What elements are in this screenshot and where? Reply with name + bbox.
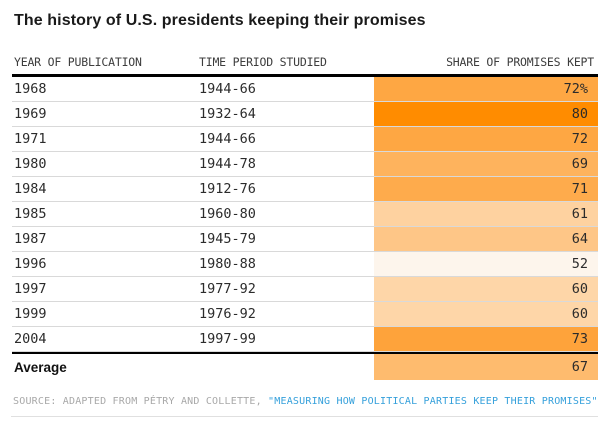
year-cell: 1968 (14, 81, 47, 97)
table-body: 1968 1944-66 72% 1969 1932-64 80 1971 1944-66 72… (12, 77, 598, 352)
table-row: 1999 1976-92 60 (12, 302, 598, 327)
share-cell: 73 (374, 327, 598, 351)
table-row: 2004 1997-99 73 (12, 327, 598, 352)
promises-table: YEAR OF PUBLICATION TIME PERIOD STUDIED … (12, 55, 598, 380)
table-row: 1968 1944-66 72% (12, 77, 598, 102)
source-link[interactable]: "MEASURING HOW POLITICAL PARTIES KEEP TH… (268, 396, 598, 407)
year-cell: 1980 (14, 156, 47, 172)
table-row: 1971 1944-66 72 (12, 127, 598, 152)
table-header: YEAR OF PUBLICATION TIME PERIOD STUDIED … (12, 55, 598, 77)
share-cell: 60 (374, 302, 598, 326)
period-cell: 1912-76 (199, 181, 256, 197)
year-cell: 1969 (14, 106, 47, 122)
year-cell: 2004 (14, 331, 47, 347)
table-row: 1984 1912-76 71 (12, 177, 598, 202)
year-cell: 1997 (14, 281, 47, 297)
table-row: 1980 1944-78 69 (12, 152, 598, 177)
page-title: The history of U.S. presidents keeping t… (14, 12, 426, 29)
period-cell: 1944-66 (199, 131, 256, 147)
year-cell: 1987 (14, 231, 47, 247)
share-cell: 69 (374, 152, 598, 176)
year-cell: 1985 (14, 206, 47, 222)
share-cell: 61 (374, 202, 598, 226)
period-cell: 1977-92 (199, 281, 256, 297)
share-cell: 72% (374, 77, 598, 101)
table-row: 1985 1960-80 61 (12, 202, 598, 227)
period-cell: 1932-64 (199, 106, 256, 122)
year-cell: 1999 (14, 306, 47, 322)
table-row: 1987 1945-79 64 (12, 227, 598, 252)
period-cell: 1980-88 (199, 256, 256, 272)
share-cell: 72 (374, 127, 598, 151)
share-cell: 52 (374, 252, 598, 276)
source-note: SOURCE: ADAPTED FROM PÉTRY AND COLLETTE,… (13, 396, 606, 407)
bottom-divider (11, 416, 598, 417)
share-cell: 71 (374, 177, 598, 201)
source-prefix: SOURCE: ADAPTED FROM PÉTRY AND COLLETTE, (13, 396, 269, 407)
average-row: Average 67 (12, 352, 598, 380)
table-row: 1969 1932-64 80 (12, 102, 598, 127)
year-cell: 1996 (14, 256, 47, 272)
column-header-share: SHARE OF PROMISES KEPT (446, 55, 594, 69)
share-cell: 64 (374, 227, 598, 251)
share-cell: 60 (374, 277, 598, 301)
period-cell: 1960-80 (199, 206, 256, 222)
table-row: 1997 1977-92 60 (12, 277, 598, 302)
average-share-cell: 67 (374, 354, 598, 380)
period-cell: 1997-99 (199, 331, 256, 347)
period-cell: 1944-78 (199, 156, 256, 172)
average-label: Average (14, 359, 67, 375)
column-header-period: TIME PERIOD STUDIED (199, 55, 327, 69)
column-header-year: YEAR OF PUBLICATION (14, 55, 142, 69)
period-cell: 1944-66 (199, 81, 256, 97)
year-cell: 1984 (14, 181, 47, 197)
year-cell: 1971 (14, 131, 47, 147)
period-cell: 1945-79 (199, 231, 256, 247)
share-cell: 80 (374, 102, 598, 126)
period-cell: 1976-92 (199, 306, 256, 322)
table-row: 1996 1980-88 52 (12, 252, 598, 277)
